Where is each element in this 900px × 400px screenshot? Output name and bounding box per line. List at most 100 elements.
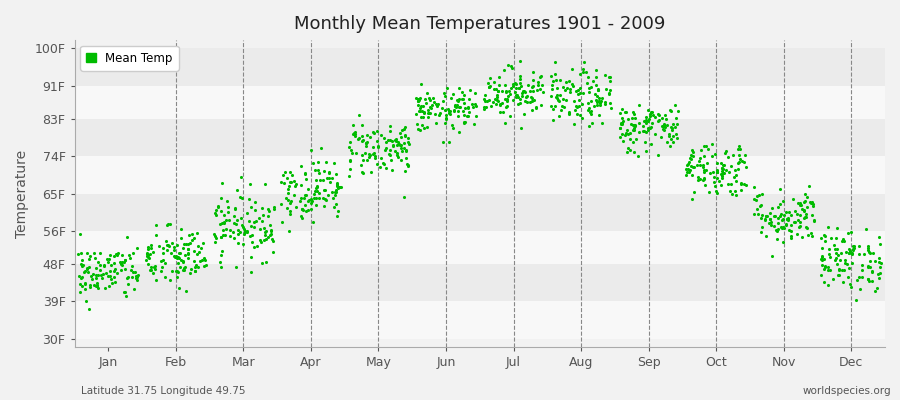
Point: [91, 285, 105, 291]
Point: [446, 124, 460, 131]
Point: [601, 90, 616, 96]
Point: [452, 129, 466, 136]
Point: [118, 257, 132, 263]
Point: [274, 218, 289, 225]
Point: [670, 134, 685, 141]
Point: [101, 272, 115, 279]
Point: [590, 87, 605, 93]
Point: [374, 154, 388, 161]
Point: [792, 224, 806, 230]
Point: [164, 250, 178, 256]
Point: [258, 229, 273, 236]
Point: [441, 139, 455, 145]
Point: [158, 274, 172, 280]
Point: [872, 255, 886, 262]
Point: [107, 274, 122, 280]
Point: [356, 152, 370, 158]
Point: [123, 267, 138, 273]
Point: [733, 156, 747, 162]
Point: [217, 212, 231, 218]
Point: [817, 263, 832, 270]
Point: [506, 96, 520, 103]
Point: [710, 190, 724, 196]
Point: [219, 226, 233, 232]
Point: [687, 189, 701, 196]
Point: [158, 260, 172, 266]
Point: [533, 86, 547, 92]
Point: [120, 275, 134, 282]
Point: [763, 210, 778, 216]
Point: [306, 160, 320, 167]
Point: [360, 139, 374, 145]
Point: [248, 199, 262, 206]
Point: [508, 92, 523, 98]
Point: [167, 247, 182, 253]
Point: [660, 122, 674, 128]
Point: [390, 152, 404, 158]
Point: [216, 220, 230, 226]
Point: [512, 85, 526, 91]
Point: [118, 257, 132, 263]
Point: [129, 275, 143, 282]
Point: [615, 120, 629, 127]
Point: [329, 200, 344, 207]
Point: [299, 192, 313, 198]
Point: [156, 257, 170, 264]
Point: [83, 252, 97, 259]
Point: [78, 281, 93, 288]
Point: [754, 224, 769, 230]
Point: [73, 280, 87, 287]
Point: [130, 277, 144, 284]
Point: [120, 234, 134, 240]
Point: [832, 272, 847, 278]
Point: [145, 248, 159, 255]
Point: [115, 262, 130, 268]
Point: [214, 264, 229, 271]
Point: [786, 195, 800, 202]
Point: [517, 87, 531, 94]
Point: [214, 252, 229, 258]
Point: [301, 186, 315, 192]
Point: [679, 172, 693, 178]
Point: [530, 87, 544, 93]
Point: [421, 110, 436, 117]
Point: [77, 286, 92, 292]
Point: [764, 218, 778, 225]
Point: [413, 126, 428, 133]
Point: [351, 136, 365, 142]
Point: [209, 207, 223, 213]
Point: [107, 268, 122, 274]
Point: [736, 181, 751, 187]
Point: [254, 238, 268, 245]
Point: [751, 210, 765, 217]
Point: [638, 118, 652, 124]
Point: [689, 162, 704, 168]
Point: [798, 224, 813, 230]
Point: [779, 216, 794, 222]
Point: [552, 113, 566, 120]
Point: [841, 230, 855, 236]
Point: [331, 208, 346, 214]
Point: [683, 154, 698, 161]
Point: [104, 276, 119, 282]
Point: [274, 179, 288, 185]
Point: [107, 260, 122, 266]
Point: [411, 96, 426, 103]
Point: [280, 205, 294, 212]
Point: [247, 244, 261, 250]
Point: [732, 159, 746, 166]
Point: [397, 145, 411, 151]
Point: [213, 234, 228, 240]
Point: [644, 124, 658, 130]
Point: [686, 149, 700, 156]
Point: [428, 111, 443, 117]
Point: [793, 202, 807, 208]
Point: [230, 186, 244, 193]
Point: [400, 162, 415, 169]
Point: [111, 250, 125, 256]
Point: [734, 181, 748, 187]
Point: [178, 288, 193, 294]
Point: [682, 167, 697, 174]
Point: [842, 250, 856, 256]
Point: [660, 139, 674, 146]
